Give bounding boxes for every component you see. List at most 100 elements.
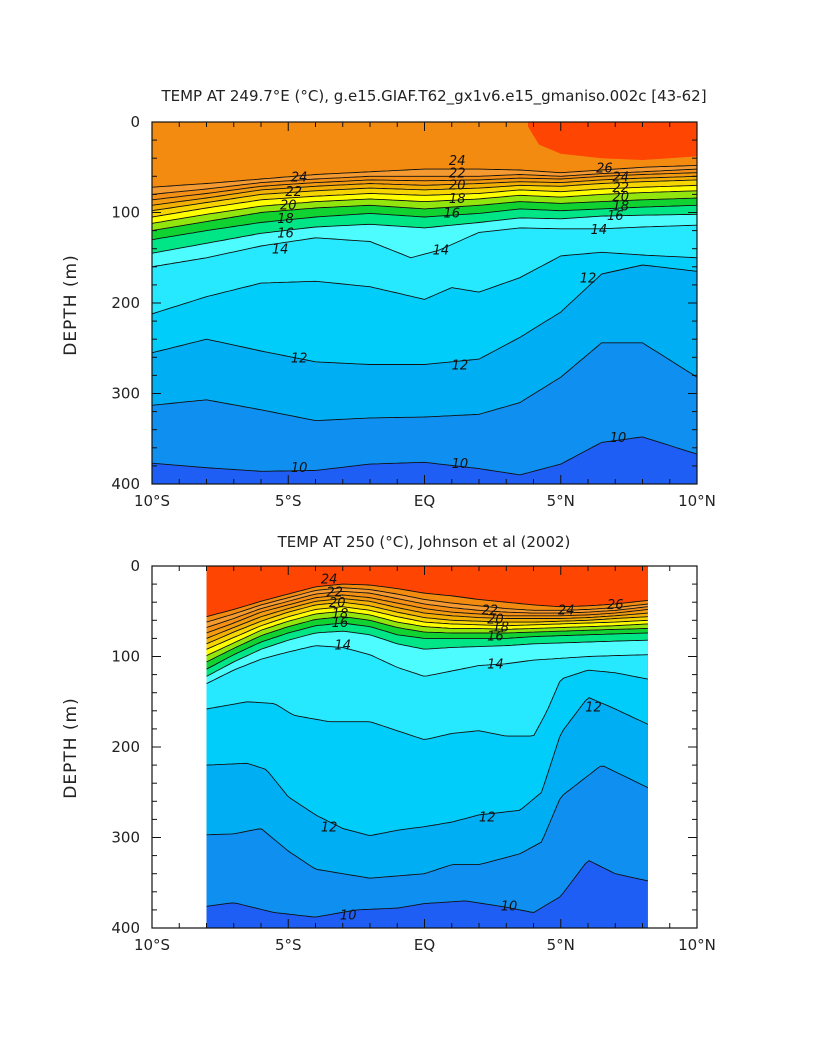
contour-label: 20: [280, 198, 297, 213]
contour-label: 16: [444, 207, 461, 222]
contour-label: 24: [321, 573, 338, 588]
isotherm-14: [206, 645, 648, 685]
contour-label: 14: [487, 658, 504, 673]
y-tick-label: 200: [111, 294, 140, 312]
contour-label: 10: [452, 457, 469, 472]
isotherm-24: [152, 164, 697, 188]
x-tick-label: 10°S: [134, 936, 170, 954]
x-tick-label: 5°N: [547, 492, 575, 510]
contour-label: 16: [277, 226, 294, 241]
contour-label: 22: [326, 585, 343, 600]
x-tick-label: EQ: [414, 936, 435, 954]
contour-label: 24: [449, 154, 466, 169]
contour-label: 18: [449, 192, 466, 207]
observed-temperature-panel: TEMP AT 250 (°C), Johnson et al (2002) D…: [61, 533, 716, 954]
y-tick-label: 300: [111, 385, 140, 403]
contour-label: 14: [591, 223, 608, 238]
contour-label: 26: [596, 161, 613, 176]
contour-label: 10: [610, 431, 627, 446]
contour-label: 10: [291, 461, 308, 476]
contour-lines: [206, 583, 649, 918]
contour-label: 22: [612, 181, 629, 196]
isotherm-11: [206, 765, 649, 879]
temperature-band-26: [539, 566, 648, 601]
x-tick-label: 5°N: [547, 936, 575, 954]
y-tick-label: 100: [111, 648, 140, 666]
isotherm-19: [152, 184, 697, 218]
x-tick-label: 10°N: [678, 492, 716, 510]
isotherm-10: [152, 436, 697, 476]
contour-label: 16: [332, 616, 349, 631]
isotherm-12: [152, 264, 697, 365]
contour-label: 12: [321, 821, 338, 836]
contour-label: 18: [332, 607, 349, 622]
isotherm-15: [206, 630, 648, 677]
isotherm-12: [206, 697, 649, 836]
plot-area: 2422201816142422201816142624222018161412…: [111, 113, 716, 510]
contour-label: 10: [501, 899, 518, 914]
contour-label: 16: [487, 630, 504, 645]
contour-label: 20: [449, 178, 466, 193]
x-tick-label: 5°S: [275, 936, 302, 954]
model-temperature-panel: TEMP AT 249.7°E (°C), g.e15.GIAF.T62_gx1…: [61, 87, 716, 510]
y-tick-label: 300: [111, 829, 140, 847]
temperature-band-26: [528, 122, 697, 160]
isotherm-15: [152, 213, 697, 254]
contour-label: 22: [449, 167, 466, 182]
contour-label: 18: [493, 621, 510, 636]
y-tick-label: 0: [130, 113, 140, 131]
contour-label: 10: [340, 908, 357, 923]
temperature-band-25: [206, 566, 648, 617]
isotherm-23: [206, 590, 648, 628]
contour-lines: [152, 164, 697, 476]
isotherm-16: [206, 622, 648, 670]
y-tick-label: 0: [130, 557, 140, 575]
isotherm-21: [152, 175, 697, 206]
isotherm-23: [152, 168, 697, 195]
x-tick-label: EQ: [414, 492, 435, 510]
isotherm-11: [152, 342, 697, 422]
contour-label: 12: [479, 811, 496, 826]
y-tick-label: 400: [111, 919, 140, 937]
isotherm-13: [206, 669, 648, 740]
isotherm-18: [206, 610, 648, 657]
contour-label: 24: [558, 603, 575, 618]
contour-label: 24: [612, 170, 629, 185]
isotherm-22: [152, 172, 697, 201]
contour-label: 18: [277, 212, 294, 227]
isotherm-18: [152, 190, 697, 224]
isotherm-25: [206, 583, 648, 618]
isotherm-13: [152, 251, 697, 315]
contour-label: 18: [612, 199, 629, 214]
isotherm-21: [206, 598, 648, 639]
contour-label: 24: [291, 170, 308, 185]
y-tick-label: 100: [111, 204, 140, 222]
isotherm-14: [152, 224, 697, 268]
contour-label: 14: [272, 243, 289, 258]
y-tick-label: 400: [111, 475, 140, 493]
isotherm-20: [152, 179, 697, 212]
contour-label: 14: [335, 639, 352, 654]
x-tick-label: 10°N: [678, 936, 716, 954]
chart-title: TEMP AT 250 (°C), Johnson et al (2002): [277, 533, 571, 551]
contour-label: 22: [482, 603, 499, 618]
y-axis-label: DEPTH (m): [61, 254, 81, 355]
isotherm-16: [152, 204, 697, 241]
chart-title: TEMP AT 249.7°E (°C), g.e15.GIAF.T62_gx1…: [160, 87, 706, 106]
contour-label: 12: [452, 359, 469, 374]
isotherm-10: [206, 860, 648, 918]
contour-label: 20: [329, 596, 346, 611]
contour-label: 26: [607, 598, 624, 613]
contour-label: 20: [612, 190, 629, 205]
isotherm-22: [206, 594, 648, 634]
contour-label: 20: [487, 613, 504, 628]
y-axis-label: DEPTH (m): [61, 697, 81, 798]
contour-label: 12: [580, 272, 597, 287]
isotherm-20: [206, 601, 648, 645]
isotherm-19: [206, 606, 648, 650]
x-tick-label: 5°S: [275, 492, 302, 510]
isotherm-17: [206, 616, 648, 663]
isotherm-24: [206, 587, 648, 623]
isotherm-17: [152, 197, 697, 232]
